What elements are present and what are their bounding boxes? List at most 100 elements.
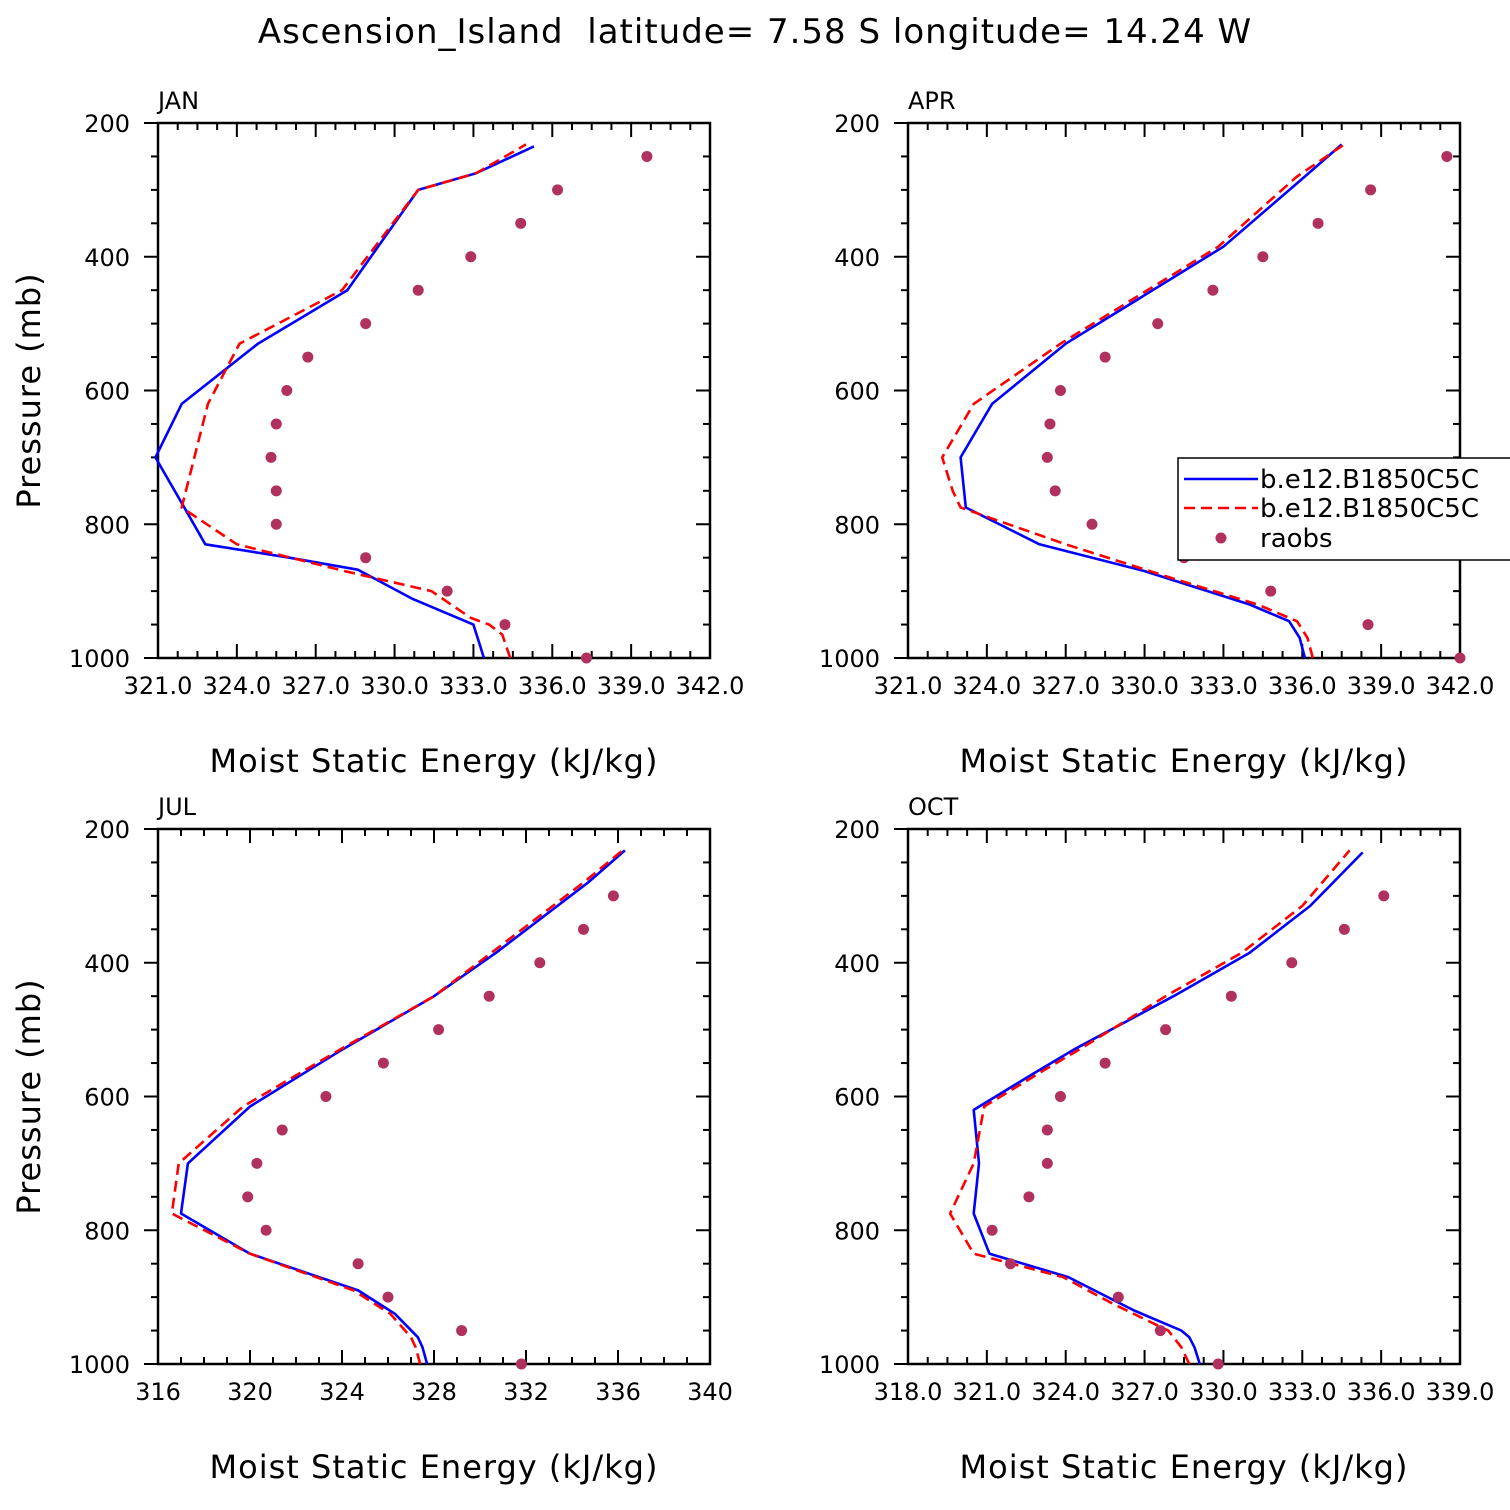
panel-apr: 321.0 324.0 327.0 330.0 333.0 336.0 339.0 342.0… xyxy=(819,87,1494,780)
x-tick-label: 330.0 xyxy=(1110,672,1179,700)
x-tick-label: 324 xyxy=(319,1378,365,1406)
raobs-point xyxy=(1365,184,1377,196)
raobs-point xyxy=(433,1024,445,1036)
y-tick-label: 600 xyxy=(84,378,130,406)
x-tick-label: 327.0 xyxy=(1110,1378,1179,1406)
raobs-point xyxy=(1041,451,1053,463)
y-tick-label: 400 xyxy=(84,244,130,272)
raobs-point xyxy=(1257,251,1269,263)
raobs-point xyxy=(1054,385,1066,396)
raobs-point xyxy=(360,552,372,564)
raobs-point xyxy=(1041,1124,1053,1136)
x-tick-label: 318.0 xyxy=(874,1378,943,1406)
raobs-point xyxy=(276,1124,288,1136)
raobs-point xyxy=(1160,1024,1172,1036)
raobs-point xyxy=(1049,485,1061,497)
raobs-point xyxy=(1454,652,1466,664)
raobs-point xyxy=(1044,418,1056,430)
y-tick-label: 800 xyxy=(84,511,130,539)
plot-frame xyxy=(156,121,712,660)
x-tick-label: 332 xyxy=(503,1378,549,1406)
raobs-point xyxy=(1441,150,1453,162)
x-tick-label: 333.0 xyxy=(1189,672,1258,700)
raobs-point xyxy=(1152,318,1164,330)
raobs-point xyxy=(641,150,653,162)
raobs-point xyxy=(607,890,619,902)
panel-label: JAN xyxy=(156,87,199,115)
x-tick-label: 327.0 xyxy=(281,672,350,700)
raobs-point xyxy=(412,284,424,296)
y-tick-label: 600 xyxy=(834,1084,880,1112)
raobs-point xyxy=(515,217,527,229)
y-tick-label: 800 xyxy=(834,1217,880,1245)
raobs-point xyxy=(534,957,546,969)
raobs-point xyxy=(1207,284,1219,296)
y-tick-label: 600 xyxy=(84,1084,130,1112)
series-line-dashed xyxy=(170,849,624,1365)
x-tick-label: 324.0 xyxy=(1031,1378,1100,1406)
raobs-point xyxy=(1225,990,1237,1002)
x-axis-title: Moist Static Energy (kJ/kg) xyxy=(210,742,659,780)
x-tick-label: 324.0 xyxy=(202,672,271,700)
x-axis-title: Moist Static Energy (kJ/kg) xyxy=(960,742,1409,780)
series-line-dashed xyxy=(948,849,1351,1365)
y-tick-label: 200 xyxy=(84,816,130,844)
raobs-point xyxy=(1312,217,1324,229)
raobs-point xyxy=(515,1358,527,1370)
raobs-point xyxy=(499,619,511,631)
raobs-point xyxy=(1154,1325,1166,1337)
chart-title: Ascension_Island latitude= 7.58 S longit… xyxy=(257,12,1253,52)
x-tick-label: 320 xyxy=(227,1378,273,1406)
raobs-point xyxy=(1099,1057,1111,1069)
raobs-point xyxy=(441,585,453,597)
raobs-point xyxy=(986,1224,998,1236)
legend-box xyxy=(1177,457,1510,561)
x-tick-label: 336 xyxy=(595,1378,641,1406)
y-tick-label: 1000 xyxy=(69,645,130,673)
y-tick-label: 200 xyxy=(84,110,130,138)
raobs-point xyxy=(465,251,477,263)
series-line-solid xyxy=(959,143,1343,659)
raobs-point xyxy=(270,418,282,430)
raobs-point xyxy=(1054,1091,1066,1102)
x-tick-label: 339.0 xyxy=(1426,1378,1495,1406)
y-tick-label: 400 xyxy=(834,950,880,978)
y-tick-label: 1000 xyxy=(819,1351,880,1379)
raobs-point xyxy=(1378,890,1390,902)
raobs-point xyxy=(1099,351,1111,363)
raobs-point xyxy=(1338,923,1350,935)
x-tick-label: 339.0 xyxy=(597,672,666,700)
x-tick-label: 324.0 xyxy=(952,672,1021,700)
raobs-point xyxy=(265,451,277,463)
raobs-point xyxy=(270,485,282,497)
y-tick-label: 400 xyxy=(834,244,880,272)
raobs-point xyxy=(1112,1291,1124,1303)
x-axis-title: Moist Static Energy (kJ/kg) xyxy=(960,1448,1409,1486)
y-tick-label: 800 xyxy=(834,511,880,539)
x-tick-label: 339.0 xyxy=(1347,672,1416,700)
x-tick-label: 327.0 xyxy=(1031,672,1100,700)
panel-jan: 321.0 324.0 327.0 330.0 333.0 336.0 339.0 342.0… xyxy=(10,87,744,780)
x-tick-label: 328 xyxy=(411,1378,457,1406)
raobs-point xyxy=(1023,1191,1035,1203)
raobs-point xyxy=(270,518,282,530)
series-line-solid xyxy=(154,145,535,659)
plot-frame xyxy=(156,827,712,1366)
legend-swatch-dot xyxy=(1215,532,1227,544)
y-tick-label: 1000 xyxy=(819,645,880,673)
raobs-point xyxy=(580,652,592,664)
y-axis-title: Pressure (mb) xyxy=(10,978,48,1214)
raobs-point xyxy=(320,1091,332,1102)
raobs-point xyxy=(1286,957,1298,969)
y-tick-label: 600 xyxy=(834,378,880,406)
x-tick-label: 330.0 xyxy=(360,672,429,700)
raobs-point xyxy=(456,1325,468,1337)
raobs-point xyxy=(352,1258,364,1270)
y-tick-label: 200 xyxy=(834,110,880,138)
x-axis-title: Moist Static Energy (kJ/kg) xyxy=(210,1448,659,1486)
raobs-point xyxy=(1041,1157,1053,1169)
x-tick-label: 321.0 xyxy=(874,672,943,700)
raobs-point xyxy=(1265,585,1277,597)
